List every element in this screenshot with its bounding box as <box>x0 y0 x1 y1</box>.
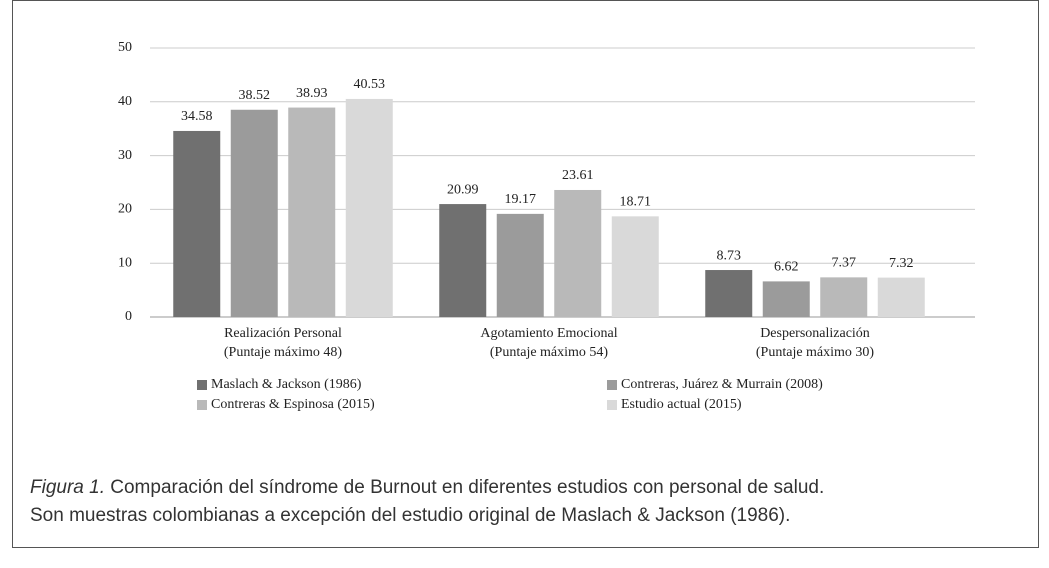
caption-line: Figura 1. Comparación del síndrome de Bu… <box>30 474 824 502</box>
value-label: 38.52 <box>239 88 271 103</box>
caption-line: Son muestras colombianas a excepción del… <box>30 505 791 526</box>
legend-label: Contreras, Juárez & Murrain (2008) <box>621 377 823 392</box>
value-label: 7.37 <box>832 256 857 271</box>
x-tick-label: (Puntaje máximo 30) <box>756 345 875 360</box>
bar <box>877 277 925 317</box>
bar <box>554 189 602 317</box>
legend-swatch <box>197 380 207 390</box>
bar <box>496 213 544 317</box>
x-tick-label: Realización Personal <box>224 326 342 341</box>
y-tick-label: 40 <box>118 94 132 109</box>
value-label: 18.71 <box>620 195 652 210</box>
legend-swatch <box>607 380 617 390</box>
caption-label: Figura 1. <box>30 477 105 498</box>
x-tick-label: (Puntaje máximo 48) <box>224 345 343 360</box>
value-label: 34.58 <box>181 109 213 124</box>
legend-label: Contreras & Espinosa (2015) <box>211 397 375 412</box>
value-label: 7.32 <box>889 256 914 271</box>
value-label: 8.73 <box>717 248 742 263</box>
bar <box>762 281 810 317</box>
value-label: 20.99 <box>447 182 479 197</box>
bar <box>173 130 221 317</box>
x-tick-label: Agotamiento Emocional <box>480 326 617 341</box>
chart: 0 10 20 30 40 50 Realización Personal (Puntaje … <box>118 40 975 412</box>
value-label: 23.61 <box>562 168 594 183</box>
x-tick-label: Despersonalización <box>760 326 870 341</box>
caption: Figura 1. Comparación del síndrome de Bu… <box>30 474 824 530</box>
figure-frame <box>12 0 1039 548</box>
bar <box>439 204 487 317</box>
bar <box>820 277 868 317</box>
value-label: 38.93 <box>296 86 328 101</box>
bar <box>288 107 336 317</box>
bar <box>705 270 753 317</box>
y-tick-label: 10 <box>118 255 132 270</box>
bar <box>611 216 659 317</box>
legend-label: Maslach & Jackson (1986) <box>211 377 362 392</box>
value-label: 40.53 <box>354 77 386 92</box>
y-tick-label: 50 <box>118 40 132 55</box>
y-tick-label: 30 <box>118 148 132 163</box>
y-tick-label: 0 <box>125 309 132 324</box>
legend-label: Estudio actual (2015) <box>621 397 742 412</box>
value-label: 6.62 <box>774 260 799 275</box>
caption-text: Comparación del síndrome de Burnout en d… <box>110 477 825 498</box>
legend-swatch <box>197 400 207 410</box>
y-tick-label: 20 <box>118 202 132 217</box>
bar <box>230 109 278 318</box>
bar <box>345 98 393 317</box>
legend-swatch <box>607 400 617 410</box>
value-label: 19.17 <box>505 192 537 207</box>
x-tick-label: (Puntaje máximo 54) <box>490 345 609 360</box>
